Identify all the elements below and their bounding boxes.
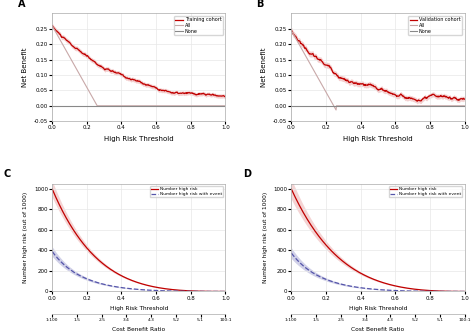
Legend: Number high risk, Number high risk with event: Number high risk, Number high risk with … <box>389 186 462 197</box>
Text: B: B <box>256 0 264 9</box>
X-axis label: Cost Benefit Ratio: Cost Benefit Ratio <box>351 327 404 332</box>
X-axis label: Cost Benefit Ratio: Cost Benefit Ratio <box>112 327 165 332</box>
Y-axis label: Net Benefit: Net Benefit <box>261 48 267 87</box>
Legend: Number high risk, Number high risk with event: Number high risk, Number high risk with … <box>150 186 223 197</box>
Text: A: A <box>18 0 25 9</box>
Legend: Validation cohort, All, None: Validation cohort, All, None <box>408 16 462 35</box>
Text: D: D <box>243 169 251 179</box>
X-axis label: High Risk Threshold: High Risk Threshold <box>349 306 407 311</box>
Y-axis label: Number high risk (out of 1000): Number high risk (out of 1000) <box>263 192 267 283</box>
Y-axis label: Net Benefit: Net Benefit <box>22 48 28 87</box>
X-axis label: High Risk Threshold: High Risk Threshold <box>109 306 168 311</box>
Y-axis label: Number high risk (out of 1000): Number high risk (out of 1000) <box>23 192 28 283</box>
X-axis label: High Risk Threshold: High Risk Threshold <box>104 136 173 142</box>
Legend: Training cohort, All, None: Training cohort, All, None <box>174 16 223 35</box>
Text: C: C <box>4 169 11 179</box>
X-axis label: High Risk Threshold: High Risk Threshold <box>343 136 413 142</box>
